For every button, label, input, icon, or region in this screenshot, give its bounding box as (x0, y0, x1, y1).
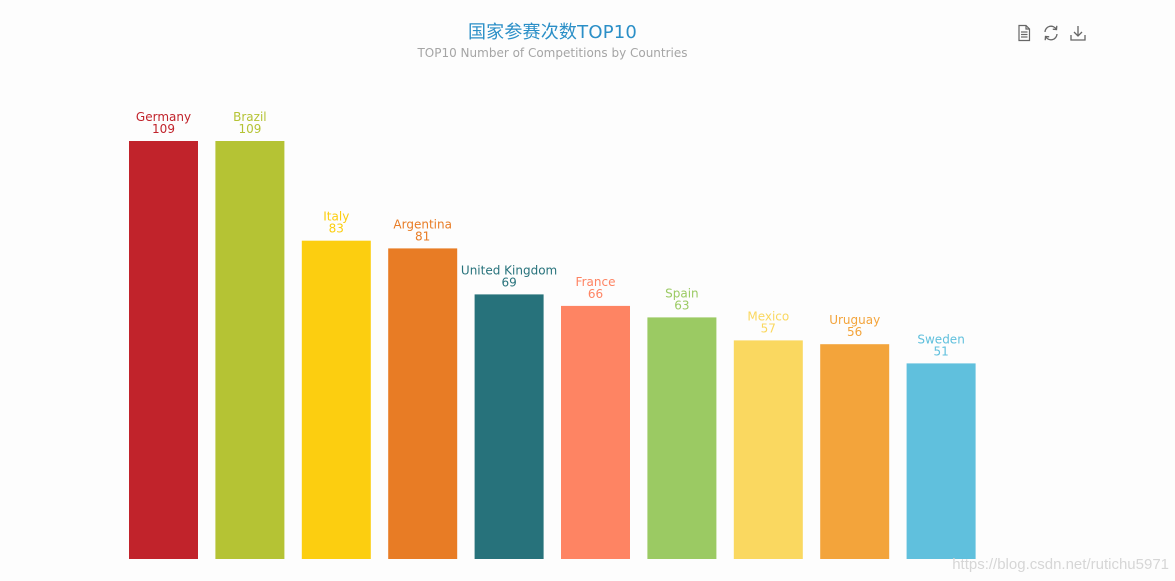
bar-label-value: 56 (847, 325, 862, 339)
bar-label-value: 57 (761, 321, 776, 335)
chart-title: 国家参赛次数TOP10 (467, 22, 638, 43)
bar-united-kingdom[interactable] (474, 294, 544, 559)
data-view-icon[interactable] (1015, 24, 1033, 42)
toolbox (1015, 24, 1087, 42)
bar-label-value: 66 (588, 287, 603, 301)
bar-label-name: France (576, 275, 616, 289)
bar-label-value: 83 (329, 222, 344, 236)
bar-sweden[interactable] (906, 363, 976, 559)
bar-italy[interactable] (301, 240, 371, 559)
chart-subtitle: TOP10 Number of Competitions by Countrie… (417, 46, 688, 60)
bar-label-name: Spain (665, 286, 699, 300)
bar-argentina[interactable] (388, 248, 458, 559)
bar-label-value: 109 (238, 122, 261, 136)
bar-label-value: 81 (415, 229, 430, 243)
bar-france[interactable] (561, 305, 630, 559)
bar-label-name: Mexico (747, 309, 789, 323)
bar-label-name: United Kingdom (461, 263, 557, 277)
watermark: https://blog.csdn.net/rutichu5971 (952, 556, 1169, 573)
bar-uruguay[interactable] (820, 344, 890, 559)
bar-label-name: Uruguay (829, 313, 880, 327)
bar-label-name: Brazil (233, 110, 267, 124)
bar-germany[interactable] (129, 141, 198, 559)
bar-label-value: 109 (152, 122, 175, 136)
bar-mexico[interactable] (733, 340, 803, 559)
bar-label-value: 69 (501, 275, 516, 289)
bar-label-name: Argentina (393, 217, 452, 231)
bar-spain[interactable] (647, 317, 717, 559)
bar-label-name: Italy (323, 210, 349, 224)
download-icon[interactable] (1069, 24, 1087, 42)
bar-label-name: Germany (136, 110, 191, 124)
bar-brazil[interactable] (215, 141, 285, 559)
bar-label-name: Sweden (917, 332, 964, 346)
bar-label-value: 63 (674, 298, 689, 312)
bar-label-value: 51 (933, 344, 948, 358)
refresh-icon[interactable] (1042, 24, 1060, 42)
